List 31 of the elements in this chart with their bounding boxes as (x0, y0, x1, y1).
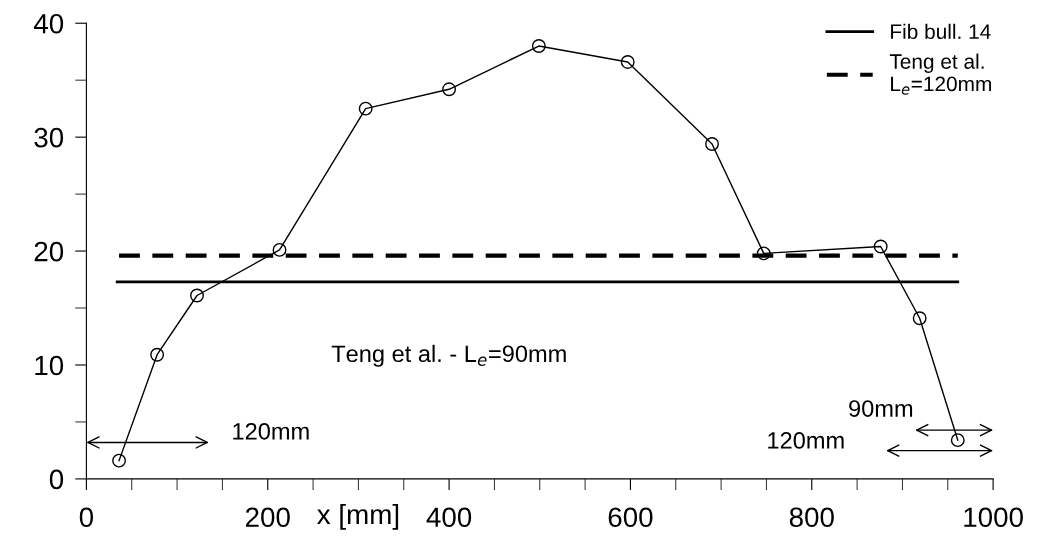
annotation: 120mm (768, 432, 844, 449)
point (873, 239, 888, 254)
x-tick-label: 1000 (964, 507, 1023, 528)
point (358, 101, 373, 116)
y-tick-label: 10 (35, 355, 64, 376)
y-tick-label: 30 (34, 127, 64, 148)
point (950, 433, 965, 448)
y-tick-label: 20 (34, 241, 64, 262)
legend-label: Fib bull. 14 (891, 23, 991, 40)
point (620, 55, 635, 69)
point (150, 347, 165, 362)
point (112, 453, 126, 468)
point (442, 82, 457, 97)
point (705, 137, 719, 151)
point (912, 311, 927, 326)
point (190, 288, 204, 303)
x-axis-title: x [mm] (317, 503, 399, 530)
y-tick-label: 40 (33, 13, 64, 34)
point (531, 39, 546, 53)
point (756, 246, 771, 261)
annotation: 90mm (849, 400, 913, 417)
x-tick-label: 600 (608, 507, 653, 528)
x-tick-label: 200 (245, 507, 290, 528)
x-tick-label: 400 (426, 507, 472, 528)
x-tick-label: 800 (789, 507, 834, 528)
legend-label: Teng et al. L$_{e}$=120mm (889, 53, 991, 95)
x-tick-label: 0 (79, 507, 94, 528)
annotation: Teng et al. - L$_{e}$=90mm (331, 344, 566, 367)
y-tick-label: 0 (49, 469, 64, 490)
point (272, 242, 287, 257)
annotation: 120mm (233, 422, 309, 440)
